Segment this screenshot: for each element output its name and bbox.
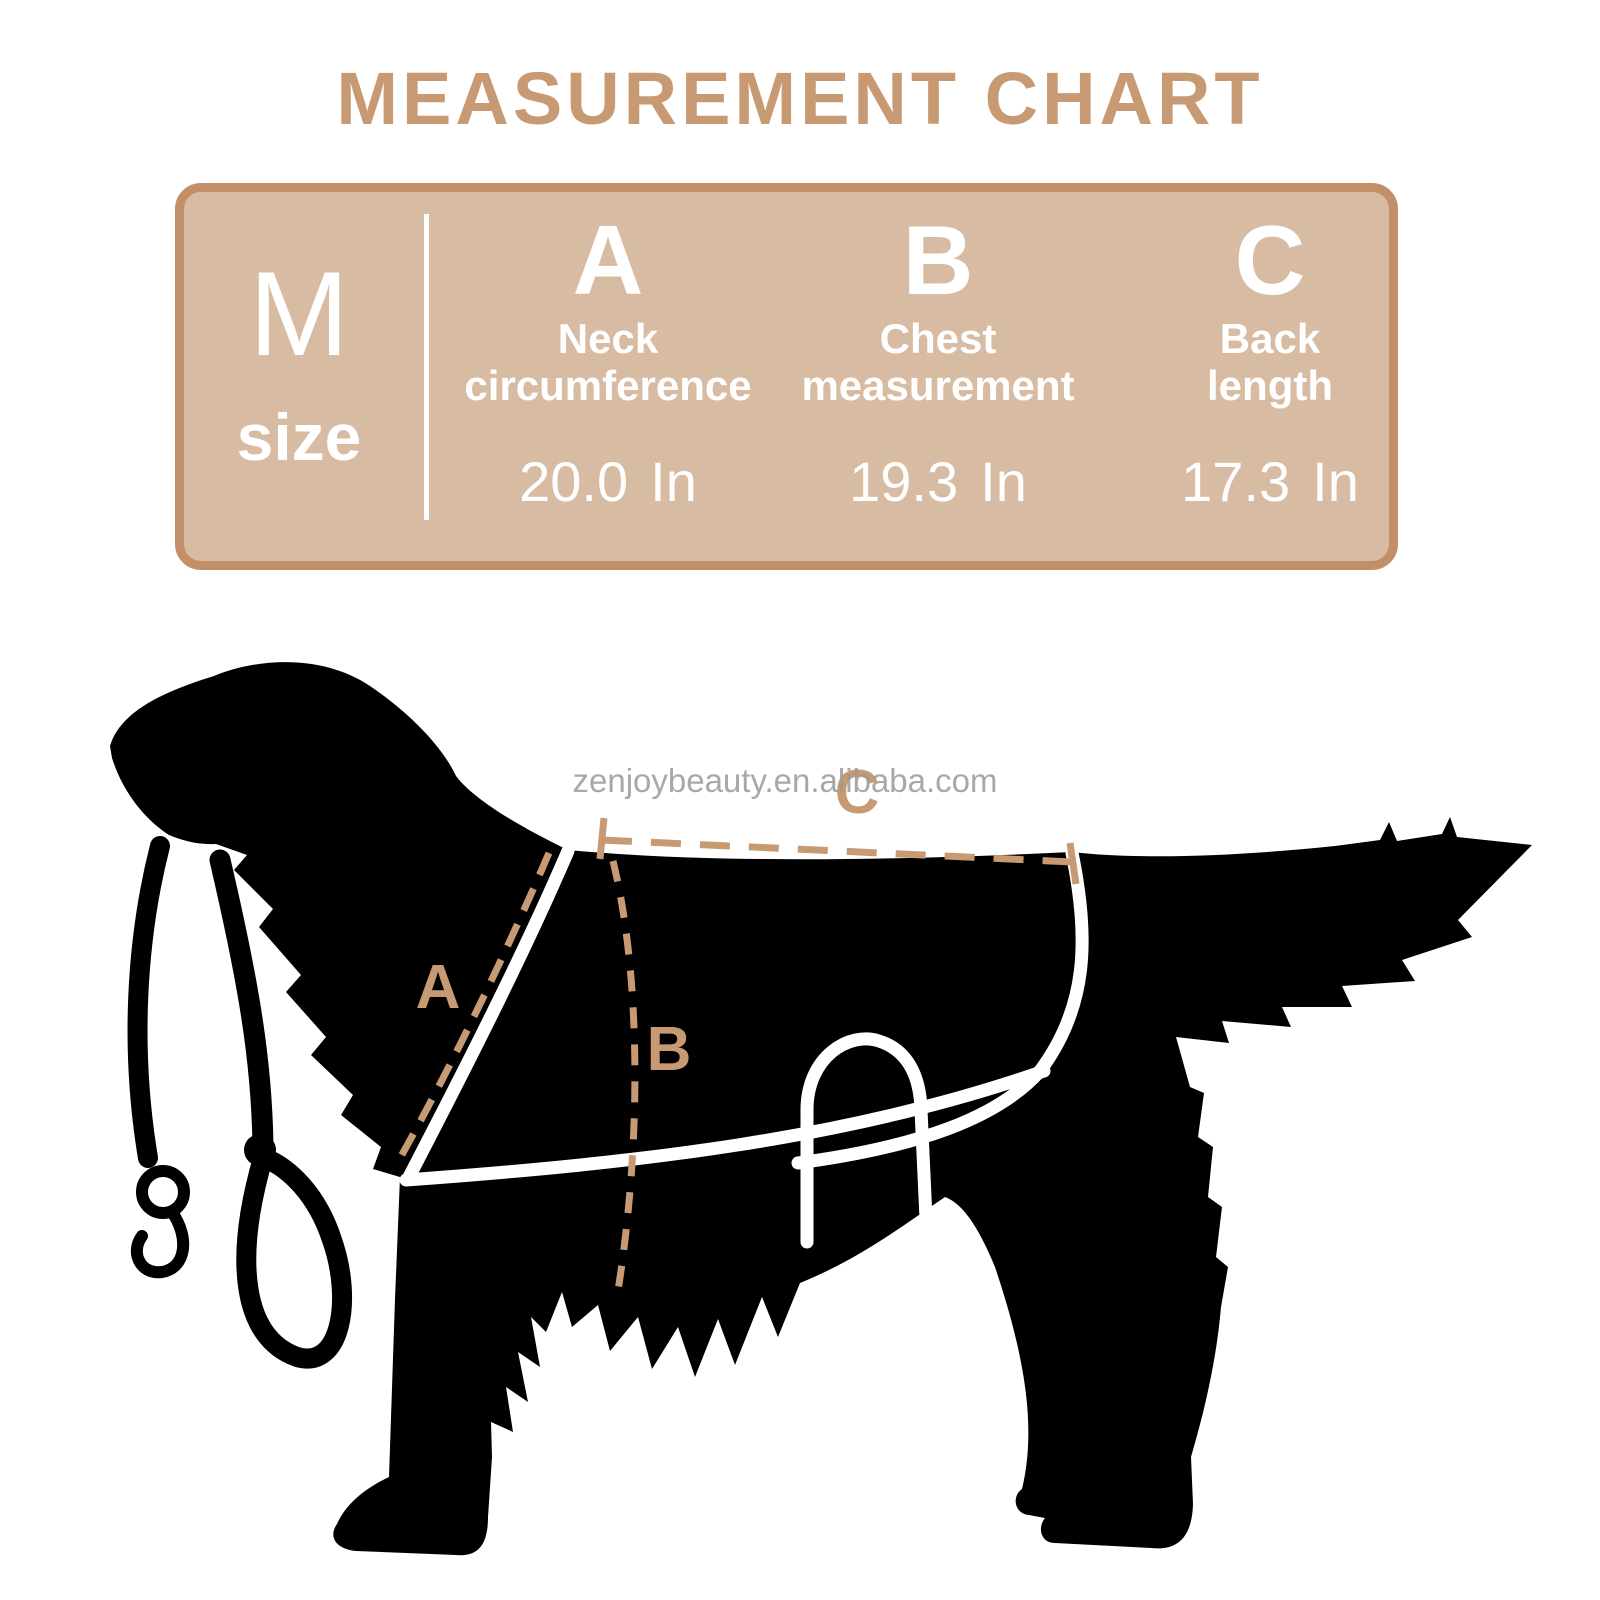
measure-line-a-neck (395, 851, 553, 1162)
diagram-label-a: A (416, 953, 461, 1022)
leash-clasp-hook (130, 1206, 190, 1279)
leash-handle-loop (236, 1148, 352, 1369)
value-unit: In (1312, 450, 1359, 514)
column-neck-circumference: A Neck circumference 20.0 In (464, 205, 751, 514)
watermark-text: zenjoybeauty.en.alibaba.com (572, 762, 998, 799)
column-value: 20.0 In (519, 449, 697, 514)
column-letter: C (1234, 205, 1306, 315)
measure-line-b-chest (609, 860, 639, 1292)
measure-line-c-right-tick (1066, 842, 1080, 885)
size-cell: M size (184, 192, 414, 561)
measure-line-c-left-tick (596, 817, 608, 860)
column-value: 19.3 In (849, 449, 1027, 514)
value-number: 20.0 (519, 450, 629, 514)
value-number: 17.3 (1181, 450, 1291, 514)
column-label-line1: Neck (557, 315, 659, 363)
value-unit: In (650, 450, 697, 514)
column-value: 17.3 In (1181, 449, 1359, 514)
column-label-line2: circumference (464, 362, 752, 410)
column-label: Chest measurement (801, 315, 1074, 409)
leash-strap-right (209, 849, 274, 1159)
column-back-length: C Back length 17.3 In (1181, 205, 1359, 514)
column-chest-measurement: B Chest measurement 19.3 In (801, 205, 1074, 514)
column-letter: B (902, 205, 974, 315)
measure-line-c-back (601, 836, 1074, 866)
column-label-line2: length (1207, 362, 1333, 410)
column-letter: A (572, 205, 644, 315)
harness-handle (800, 1032, 934, 1249)
vertical-divider (424, 214, 429, 520)
leash-clasp-ring (136, 1165, 190, 1219)
size-letter: M (249, 247, 349, 381)
value-number: 19.3 (849, 450, 959, 514)
dog-silhouette (110, 662, 1532, 1556)
column-label: Neck circumference (464, 315, 751, 409)
column-label-line1: Back (1219, 315, 1321, 363)
column-label: Back length (1207, 315, 1333, 409)
leash-strap-left (127, 836, 170, 1168)
column-label-line2: measurement (801, 362, 1075, 410)
diagram-label-b: B (647, 1015, 692, 1084)
size-chart-box: M size A Neck circumference 20.0 In B Ch… (175, 183, 1398, 570)
diagram-label-c: C (835, 758, 880, 827)
dog-measurement-diagram: A B C (110, 662, 1532, 1556)
harness-belly-strap (399, 1064, 1051, 1187)
page-title: MEASUREMENT CHART (336, 57, 1264, 140)
size-word: size (236, 400, 362, 474)
vest-rear-edge (791, 846, 1089, 1170)
value-unit: In (980, 450, 1027, 514)
harness-neck-strap (401, 844, 575, 1186)
column-label-line1: Chest (879, 315, 997, 363)
